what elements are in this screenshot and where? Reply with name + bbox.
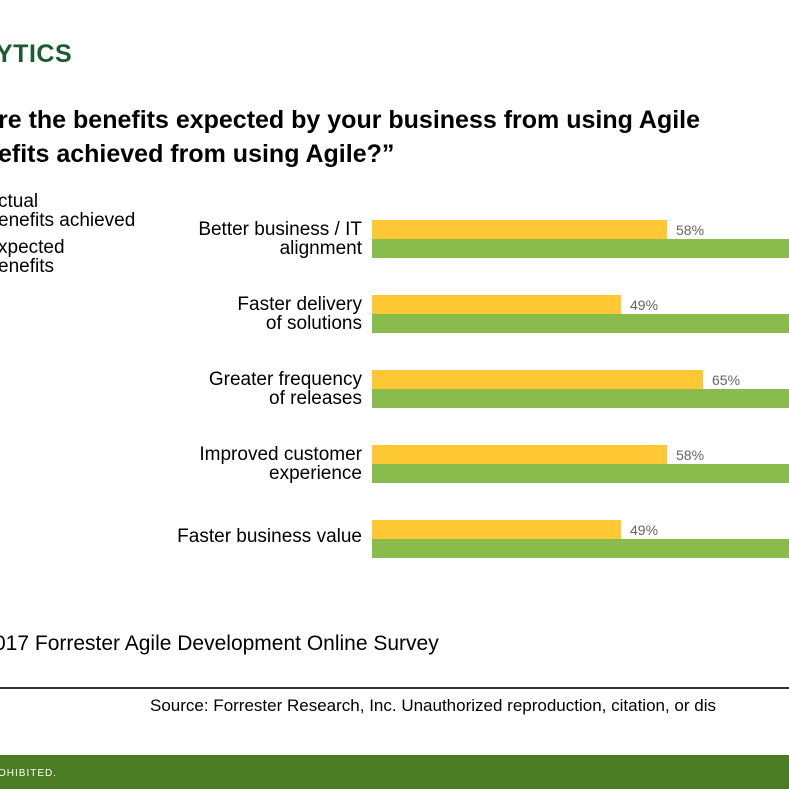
category-label: Better business / IT alignment [102,220,362,258]
bar-expected [372,389,789,408]
category-label: Faster delivery of solutions [102,295,362,333]
bar-expected [372,314,789,333]
data-label-actual: 58% [676,447,705,463]
footer-divider [0,687,789,689]
legend-actual-line-2: enefits achieved [0,210,136,231]
footer-band-text: OHIBITED. [0,768,58,779]
footer-band [0,755,789,789]
category-label-line-2: of solutions [265,313,362,334]
category-label-line-1: Faster business value [177,526,362,547]
category-label-line-2: experience [269,463,362,484]
chart-legend: ctual enefits achieved xpected enefits [0,192,135,276]
category-label-line-1: Better business / IT [198,219,362,240]
data-label-actual: 58% [676,222,705,238]
category-label: Improved customer experience [102,445,362,483]
bar-actual [372,520,621,539]
data-label-actual: 65% [712,372,741,388]
category-label-line-1: Greater frequency [208,369,362,390]
question-line-1: re the benefits expected by your busines… [0,106,701,134]
brand-logo-text: YTICS [0,40,73,68]
bar-actual [372,295,621,314]
bar-expected [372,464,789,483]
legend-expected-line-2: enefits [0,256,54,277]
category-label-line-1: Faster delivery [237,294,362,315]
category-label-line-2: of releases [269,388,362,409]
legend-actual-line-1: ctual [0,191,39,212]
bar-actual [372,370,703,389]
bar-expected [372,239,789,258]
bar-actual [372,220,667,239]
category-label: Faster business value [102,527,362,546]
category-label-line-1: Improved customer [199,444,362,465]
base-note: 017 Forrester Agile Development Online S… [0,632,439,655]
question-line-2: efits achieved from using Agile?” [0,140,395,168]
survey-question: re the benefits expected by your busines… [0,103,789,171]
bar-actual [372,445,667,464]
data-label-actual: 49% [630,522,659,538]
category-label-line-2: alignment [279,238,362,259]
legend-expected-line-1: xpected [0,237,65,258]
category-label: Greater frequency of releases [102,370,362,408]
bar-expected [372,539,789,558]
source-note: Source: Forrester Research, Inc. Unautho… [150,696,716,715]
data-label-actual: 49% [630,297,659,313]
